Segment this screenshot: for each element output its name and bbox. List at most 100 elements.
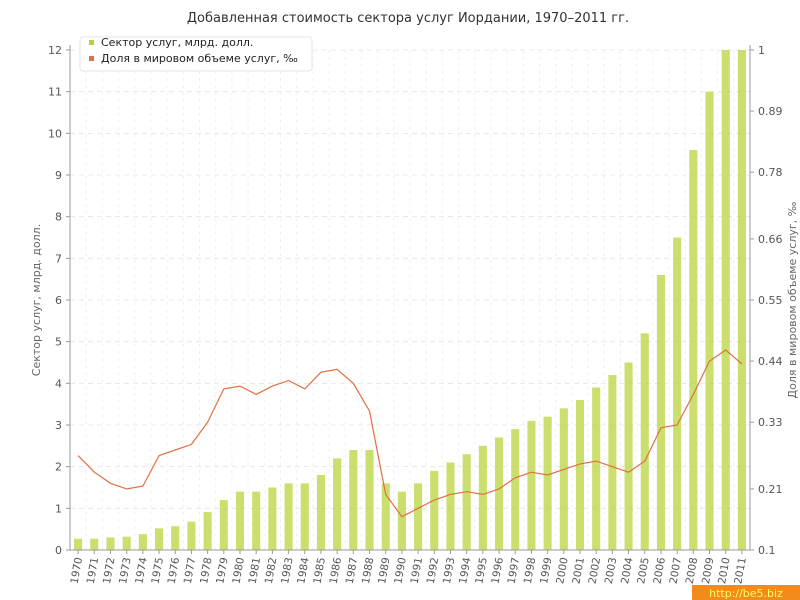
bar	[705, 91, 714, 551]
bar	[559, 408, 568, 550]
left-tick-label: 11	[48, 86, 62, 99]
x-tick-label: 2002	[587, 556, 603, 584]
right-axis-label: Доля в мировом объеме услуг, ‰	[786, 201, 799, 398]
x-tick-label: 1973	[117, 556, 133, 584]
x-tick-label: 1975	[149, 556, 165, 584]
bar	[575, 400, 585, 550]
x-tick-label: 1989	[376, 556, 392, 584]
bar	[446, 462, 455, 550]
bar	[414, 483, 423, 550]
bar	[381, 483, 390, 550]
bar-series	[74, 50, 746, 551]
bar	[365, 450, 374, 550]
x-tick-label: 1976	[166, 556, 183, 585]
bar	[349, 450, 358, 550]
left-tick-label: 9	[55, 169, 62, 182]
x-tick-label: 1970	[69, 556, 85, 584]
x-tick-label: 2011	[732, 556, 748, 584]
legend: Сектор услуг, млрд. долл. Доля в мировом…	[79, 36, 313, 72]
x-tick-label: 1999	[538, 556, 554, 584]
bar	[122, 536, 131, 550]
left-tick-label: 5	[55, 336, 62, 349]
x-tick-label: 1984	[295, 556, 312, 585]
x-tick-label: 1980	[230, 556, 246, 584]
bar	[268, 487, 277, 550]
watermark-background	[692, 585, 800, 600]
right-tick-label: 0.66	[758, 233, 783, 246]
bar	[527, 420, 536, 550]
bar	[203, 512, 212, 550]
x-tick-label: 2009	[700, 556, 716, 584]
x-tick-label: 2004	[619, 556, 636, 585]
left-tick-label: 1	[55, 502, 62, 515]
right-tick-label: 0.89	[758, 105, 783, 118]
bar	[430, 470, 439, 550]
bar	[656, 275, 665, 550]
left-tick-label: 2	[55, 461, 62, 474]
chart-title: Добавленная стоимость сектора услуг Иорд…	[187, 11, 629, 26]
bar	[138, 534, 147, 550]
bar	[462, 454, 471, 550]
x-tick-label: 2005	[635, 556, 651, 584]
x-tick-label: 1971	[85, 556, 101, 584]
legend-swatch-line	[89, 56, 94, 61]
bar	[592, 387, 601, 550]
bar	[187, 521, 196, 550]
x-tick-label: 1978	[198, 556, 214, 584]
x-tick-label: 1977	[182, 556, 198, 584]
axes	[69, 45, 751, 551]
bar	[397, 491, 406, 550]
x-tick-label: 2003	[603, 556, 619, 584]
right-axis-ticks: 0.1 0.21 0.33 0.44 0.55 0.66 0.78 0.89 1	[750, 44, 783, 557]
x-tick-label: 1998	[522, 556, 538, 584]
legend-box	[79, 36, 313, 72]
bar	[543, 416, 552, 550]
bar	[74, 538, 83, 550]
bar	[235, 491, 245, 550]
x-tick-label: 1986	[328, 556, 345, 585]
right-tick-label: 0.1	[758, 544, 776, 557]
left-tick-label: 12	[48, 44, 62, 57]
bar	[511, 429, 520, 550]
watermark-text: http://be5.biz	[709, 587, 783, 600]
bar	[300, 483, 309, 550]
left-tick-label: 7	[55, 252, 62, 265]
watermark: http://be5.biz	[692, 585, 800, 600]
right-tick-label: 1	[758, 44, 765, 57]
bar	[333, 458, 342, 550]
x-tick-label: 1997	[506, 556, 522, 584]
left-tick-label: 8	[55, 211, 62, 224]
left-tick-label: 3	[55, 419, 62, 432]
right-tick-label: 0.33	[758, 416, 783, 429]
right-tick-label: 0.21	[758, 483, 783, 496]
x-tick-label: 1985	[311, 556, 327, 584]
x-tick-label: 1982	[263, 556, 279, 584]
bar	[219, 500, 228, 550]
legend-label-bars: Сектор услуг, млрд. долл.	[101, 36, 253, 49]
legend-label-line: Доля в мировом объеме услуг, ‰	[101, 52, 298, 65]
x-tick-label: 1995	[473, 556, 489, 584]
x-tick-label: 1990	[392, 556, 408, 584]
bar	[90, 538, 99, 550]
x-tick-label: 1972	[101, 556, 117, 584]
x-tick-label: 1983	[279, 556, 295, 584]
share-line	[77, 349, 743, 518]
left-tick-label: 4	[55, 377, 62, 390]
x-tick-label: 2008	[684, 556, 700, 584]
right-tick-label: 0.78	[758, 166, 783, 179]
bar	[640, 333, 649, 550]
bar	[495, 437, 504, 550]
bar	[608, 375, 617, 550]
left-tick-label: 0	[55, 544, 62, 557]
x-tick-label: 2001	[570, 556, 586, 584]
bar	[478, 445, 487, 550]
x-tick-label: 1993	[441, 556, 457, 584]
x-tick-label: 1981	[247, 556, 263, 584]
bar	[737, 50, 746, 550]
bar	[106, 537, 115, 550]
x-tick-label: 1987	[344, 556, 360, 584]
bar	[673, 237, 682, 550]
x-tick-label: 1979	[214, 556, 230, 584]
bar	[316, 475, 325, 550]
